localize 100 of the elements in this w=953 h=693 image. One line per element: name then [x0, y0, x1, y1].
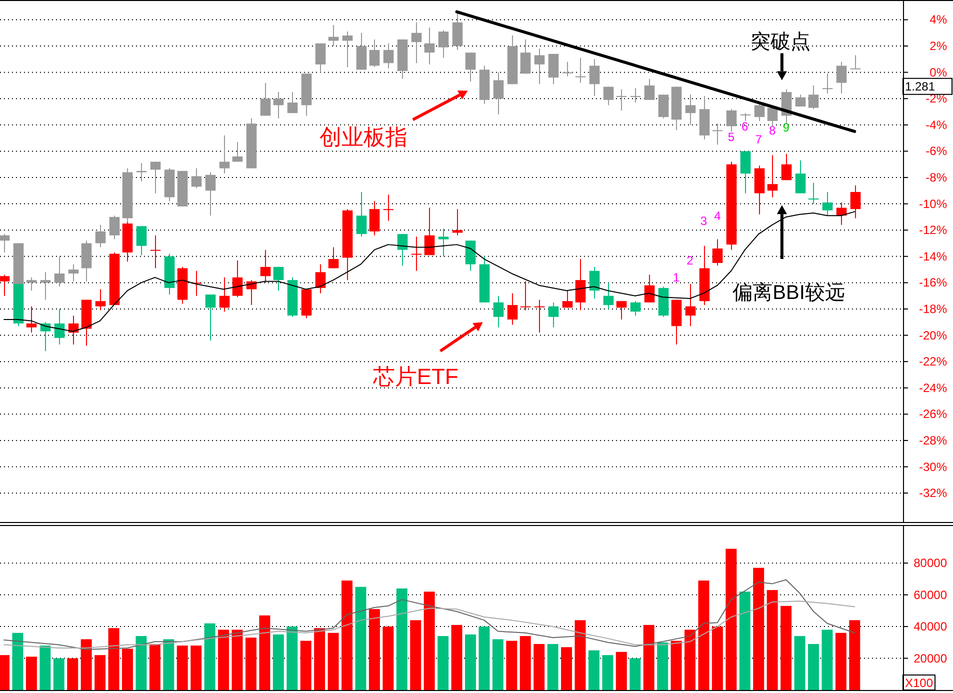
annotation: 3	[700, 214, 708, 228]
bar	[780, 606, 792, 690]
text: 1.281	[905, 79, 936, 94]
bar	[712, 626, 723, 690]
bar	[588, 650, 600, 690]
y-tick-label: -16%	[918, 276, 948, 290]
annotation: 4	[714, 208, 722, 223]
bar	[190, 646, 202, 690]
bar	[53, 658, 64, 690]
bar	[108, 628, 120, 690]
bar	[520, 636, 531, 690]
bar	[382, 626, 394, 690]
bar	[67, 658, 78, 690]
y-tick-label: -12%	[918, 223, 948, 238]
bar	[26, 656, 37, 690]
bar	[94, 655, 106, 690]
y-tick-label: -30%	[918, 460, 948, 474]
bar	[547, 644, 558, 690]
bar	[849, 620, 860, 690]
y-tick-label: -14%	[918, 249, 948, 264]
y-tick-label: -24%	[918, 380, 948, 395]
bar	[616, 652, 627, 690]
y-tick-label: 80000	[914, 556, 948, 570]
bar	[163, 639, 174, 690]
bar	[574, 620, 586, 690]
y-tick-label: -28%	[918, 433, 948, 448]
bar	[438, 636, 449, 690]
y-tick-label: -6%	[926, 144, 948, 158]
bar	[739, 592, 750, 690]
bar	[684, 630, 696, 690]
bar	[12, 632, 24, 690]
y-tick-label: 2%	[930, 39, 948, 54]
bar	[492, 639, 504, 690]
bar	[478, 626, 490, 690]
bar	[149, 644, 160, 690]
y-tick-label: -2%	[926, 92, 948, 106]
bar	[245, 638, 256, 690]
bar	[753, 568, 764, 690]
bar	[534, 644, 545, 690]
bar	[822, 630, 833, 690]
bar	[259, 615, 270, 690]
annotation: 7	[755, 132, 762, 147]
text: X100	[904, 676, 934, 690]
line-series	[4, 600, 856, 648]
y-tick-label: -10%	[918, 196, 948, 211]
y-tick-label: -18%	[918, 302, 948, 316]
annotation: 1	[672, 270, 680, 285]
bar	[794, 636, 806, 690]
y-tick-label: -22%	[918, 354, 948, 369]
bar	[657, 642, 668, 690]
annotation: 偏离BBI较远	[732, 282, 845, 304]
annotation: 突破点	[750, 30, 811, 53]
bar	[424, 592, 435, 690]
bar	[204, 623, 216, 690]
annotation: 9	[782, 120, 790, 135]
annotation: 6	[742, 119, 749, 134]
bar	[396, 588, 408, 690]
annotation: 创业板指	[319, 124, 408, 150]
y-tick-label: 40000	[914, 620, 948, 634]
bar	[698, 580, 710, 690]
bar	[808, 644, 819, 690]
bar	[272, 634, 284, 690]
bar	[451, 624, 462, 690]
bar	[561, 647, 572, 690]
bar	[218, 630, 230, 690]
bar	[328, 632, 339, 690]
bar	[506, 640, 518, 690]
y-tick-label: -8%	[926, 170, 948, 185]
bar	[630, 658, 641, 690]
bar	[80, 639, 92, 690]
y-tick-label: 60000	[914, 588, 948, 602]
bar	[670, 640, 682, 690]
line-series	[4, 579, 856, 650]
bar	[355, 586, 366, 690]
bar	[300, 640, 312, 690]
bar	[122, 648, 133, 690]
bar	[314, 628, 326, 690]
bar	[835, 632, 846, 690]
bar	[40, 646, 51, 690]
y-tick-label: -4%	[926, 118, 948, 132]
bar	[464, 634, 476, 690]
y-tick-label: -20%	[918, 328, 948, 342]
bar	[136, 636, 147, 690]
y-tick-label: 4%	[930, 12, 948, 27]
y-tick-label: 0%	[930, 65, 948, 80]
y-tick-label: -26%	[918, 407, 948, 422]
annotation: 8	[768, 123, 776, 138]
bar	[176, 646, 188, 690]
y-tick-label: 20000	[914, 651, 948, 666]
annotation: 5	[728, 130, 735, 144]
bar	[286, 626, 298, 690]
bar	[602, 655, 614, 690]
bar	[368, 609, 380, 690]
bar	[766, 590, 778, 690]
bar	[232, 630, 243, 690]
bar	[342, 580, 352, 690]
bar	[726, 548, 737, 690]
bar	[410, 620, 422, 690]
legend-label: 芯片ETF	[372, 364, 458, 390]
annotation: 2	[686, 254, 694, 268]
